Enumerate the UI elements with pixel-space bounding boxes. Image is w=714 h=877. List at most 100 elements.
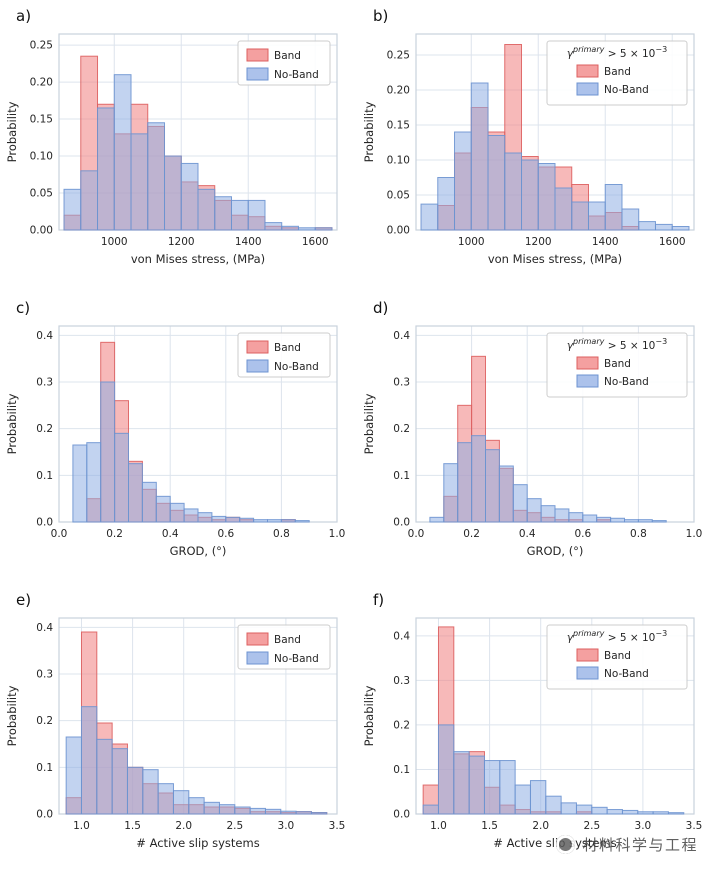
subplot-label-a: a): [16, 7, 32, 25]
chart-a-von-mises-histogram: 1000 1200 1400 1600 0.00 0.05 0.10 0.15 0.20 0.25…: [5, 33, 338, 266]
svg-text:0.0: 0.0: [393, 809, 410, 821]
subplot-label-c: c): [16, 299, 31, 317]
svg-text:0.3: 0.3: [36, 377, 53, 389]
svg-text:0.6: 0.6: [217, 528, 234, 540]
svg-text:0.8: 0.8: [630, 528, 647, 540]
svg-text:1600: 1600: [302, 236, 329, 248]
svg-text:0.2: 0.2: [36, 423, 53, 435]
svg-text:0.25: 0.25: [30, 40, 53, 52]
chart-e-slip-systems-histogram: 1.0 1.5 2.0 2.5 3.0 3.5 0.0 0.1 0.2 0.3 0.4 # Activ…: [5, 617, 346, 850]
svg-text:0.1: 0.1: [393, 764, 410, 776]
svg-text:Band: Band: [274, 50, 301, 62]
svg-text:# Active slip systems: # Active slip systems: [493, 836, 616, 850]
svg-text:Probability: Probability: [5, 685, 19, 746]
svg-text:2.0: 2.0: [175, 820, 192, 832]
svg-text:Probability: Probability: [5, 393, 19, 454]
svg-text:Probability: Probability: [362, 393, 376, 454]
svg-text:0.10: 0.10: [387, 155, 410, 167]
svg-text:0.0: 0.0: [51, 528, 68, 540]
svg-text:1000: 1000: [101, 236, 128, 248]
svg-text:0.4: 0.4: [36, 622, 53, 634]
subplot-label-b: b): [373, 7, 389, 25]
chart-f-slip-systems-filtered-histogram: 1.0 1.5 2.0 2.5 3.0 3.5 0.0 0.1 0.2 0.3 0.4 # Activ…: [362, 617, 703, 850]
svg-text:0.15: 0.15: [387, 120, 410, 132]
svg-text:0.4: 0.4: [36, 330, 53, 342]
svg-text:1.0: 1.0: [686, 528, 703, 540]
svg-text:3.0: 3.0: [278, 820, 295, 832]
svg-text:0.00: 0.00: [30, 225, 53, 237]
svg-text:von Mises stress, (MPa): von Mises stress, (MPa): [488, 252, 622, 266]
watermark-text: 材料科学与工程: [582, 836, 698, 854]
subplot-a: a) 1000 1200 1400 1600 0.00 0.05 0.10 0.15 0.20 0…: [0, 0, 357, 292]
svg-text:0.2: 0.2: [393, 719, 410, 731]
svg-text:Probability: Probability: [362, 101, 376, 162]
svg-text:0.0: 0.0: [36, 809, 53, 821]
svg-text:0.2: 0.2: [463, 528, 480, 540]
svg-text:γprimary > 5 × 10−3: γprimary > 5 × 10−3: [567, 45, 667, 60]
svg-text:1.0: 1.0: [73, 820, 90, 832]
svg-text:0.4: 0.4: [162, 528, 179, 540]
svg-text:1200: 1200: [168, 236, 195, 248]
subplot-label-d: d): [373, 299, 389, 317]
svg-text:1400: 1400: [592, 236, 619, 248]
svg-text:0.2: 0.2: [36, 715, 53, 727]
svg-text:0.20: 0.20: [30, 77, 53, 89]
chart-c-grod-histogram: 0.0 0.2 0.4 0.6 0.8 1.0 0.0 0.1 0.2 0.3 0.4 GROD, (…: [5, 325, 346, 558]
svg-text:0.4: 0.4: [393, 330, 410, 342]
svg-text:von Mises stress, (MPa): von Mises stress, (MPa): [131, 252, 265, 266]
svg-text:3.0: 3.0: [635, 820, 652, 832]
svg-text:Band: Band: [604, 358, 631, 370]
svg-text:0.1: 0.1: [36, 762, 53, 774]
svg-text:Band: Band: [274, 342, 301, 354]
svg-text:0.10: 0.10: [30, 151, 53, 163]
svg-text:0.20: 0.20: [387, 85, 410, 97]
subplot-label-f: f): [373, 591, 385, 609]
svg-text:0.3: 0.3: [393, 377, 410, 389]
svg-text:No-Band: No-Band: [274, 653, 319, 665]
subplot-c: c) 0.0 0.2 0.4 0.6 0.8 1.0 0.0 0.1 0.2 0.3 0.4 GROD…: [0, 292, 357, 584]
svg-text:γprimary > 5 × 10−3: γprimary > 5 × 10−3: [567, 337, 667, 352]
svg-text:1.5: 1.5: [124, 820, 141, 832]
subplot-f: f) 1.0 1.5 2.0 2.5 3.0 3.5 0.0 0.1 0.2 0.3 0.4 # Ac…: [357, 584, 714, 876]
svg-text:2.5: 2.5: [583, 820, 600, 832]
svg-text:Band: Band: [604, 66, 631, 78]
svg-text:3.5: 3.5: [686, 820, 703, 832]
svg-text:No-Band: No-Band: [274, 69, 319, 81]
subplot-b: b) 1000 1200 1400 1600 0.00 0.05 0.10 0.15 0.20 0…: [357, 0, 714, 292]
svg-text:0.05: 0.05: [30, 188, 53, 200]
svg-text:3.5: 3.5: [329, 820, 346, 832]
chart-d-grod-filtered-histogram: 0.0 0.2 0.4 0.6 0.8 1.0 0.0 0.1 0.2 0.3 0.4 GROD, (…: [362, 325, 703, 558]
svg-text:0.0: 0.0: [36, 517, 53, 529]
svg-text:# Active slip systems: # Active slip systems: [136, 836, 259, 850]
watermark-logo-icon: [556, 835, 576, 854]
svg-text:1.0: 1.0: [430, 820, 447, 832]
chart-b-von-mises-filtered-histogram: 1000 1200 1400 1600 0.00 0.05 0.10 0.15 0.20 0.25…: [362, 33, 695, 266]
svg-text:0.0: 0.0: [408, 528, 425, 540]
svg-text:0.1: 0.1: [36, 470, 53, 482]
watermark: 材料科学与工程: [556, 834, 698, 855]
svg-text:0.25: 0.25: [387, 50, 410, 62]
svg-text:0.15: 0.15: [30, 114, 53, 126]
svg-text:No-Band: No-Band: [604, 668, 649, 680]
svg-text:1200: 1200: [525, 236, 552, 248]
svg-text:0.05: 0.05: [387, 190, 410, 202]
svg-text:Band: Band: [274, 634, 301, 646]
svg-text:0.8: 0.8: [273, 528, 290, 540]
svg-text:GROD, (°): GROD, (°): [170, 544, 227, 558]
svg-text:0.00: 0.00: [387, 225, 410, 237]
svg-text:Probability: Probability: [5, 101, 19, 162]
svg-text:0.4: 0.4: [393, 630, 410, 642]
svg-text:1600: 1600: [659, 236, 686, 248]
subplot-e: e) 1.0 1.5 2.0 2.5 3.0 3.5 0.0 0.1 0.2 0.3 0.4 # Ac…: [0, 584, 357, 876]
subplot-label-e: e): [16, 591, 32, 609]
svg-text:1.0: 1.0: [329, 528, 346, 540]
svg-text:0.2: 0.2: [393, 423, 410, 435]
svg-text:0.6: 0.6: [574, 528, 591, 540]
svg-text:0.2: 0.2: [106, 528, 123, 540]
svg-text:2.0: 2.0: [532, 820, 549, 832]
svg-text:Band: Band: [604, 650, 631, 662]
svg-text:0.3: 0.3: [393, 675, 410, 687]
svg-text:1000: 1000: [458, 236, 485, 248]
svg-text:0.1: 0.1: [393, 470, 410, 482]
